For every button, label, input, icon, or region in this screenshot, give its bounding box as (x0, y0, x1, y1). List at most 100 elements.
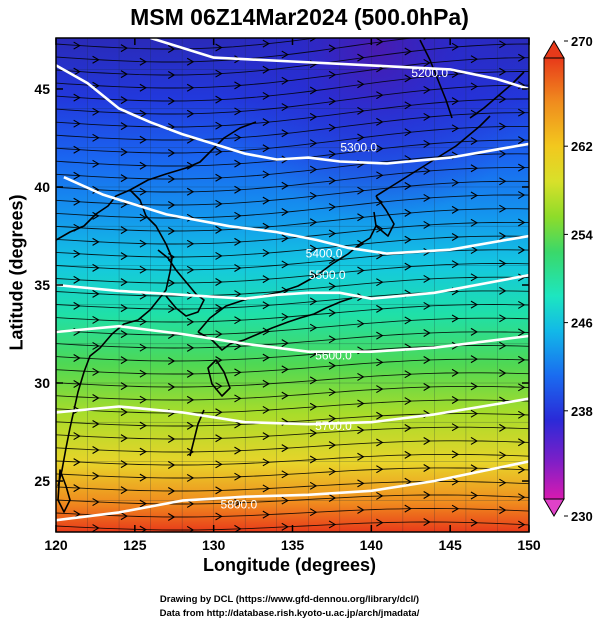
streamline-arrow (73, 223, 81, 232)
streamline-arrow (517, 53, 526, 62)
x-tick-label: 120 (44, 537, 68, 553)
streamline-arrow (470, 518, 479, 527)
streamline-arrow (404, 128, 412, 137)
streamline-arrow (281, 286, 289, 295)
streamline-arrow (309, 376, 318, 385)
streamline-arrow (120, 330, 129, 339)
streamline-arrow (234, 107, 242, 116)
streamline-arrow (167, 149, 176, 157)
streamline-arrow (167, 201, 176, 209)
streamline-arrow (120, 486, 129, 495)
colorbar: 270 262 254 246 238 230 (543, 34, 593, 524)
streamline-arrow (215, 251, 223, 260)
streamline-arrow (92, 498, 100, 507)
streamline-arrow (376, 38, 384, 46)
streamline-arrow (215, 460, 223, 469)
streamline-arrow (376, 278, 384, 287)
streamline-arrow (404, 397, 412, 406)
streamline-arrow (328, 441, 337, 450)
streamline (56, 290, 529, 310)
streamline-arrow (357, 53, 365, 62)
streamline-arrow (451, 504, 460, 513)
streamline-arrow (423, 58, 431, 67)
streamline-arrow (499, 259, 507, 268)
streamline-arrow (167, 383, 176, 391)
streamline-arrow (92, 315, 100, 324)
streamline-arrow (357, 372, 365, 381)
streamline-arrow (451, 205, 460, 214)
streamline-arrow (262, 379, 270, 388)
streamline-arrow (167, 71, 176, 79)
streamline-arrow (215, 277, 223, 286)
streamline-arrow (120, 434, 129, 443)
streamline-arrow (404, 504, 412, 513)
streamline-arrow (215, 512, 223, 521)
streamline-arrow (423, 112, 431, 121)
streamline-arrow (451, 124, 460, 133)
streamline (56, 372, 529, 388)
streamline-arrow (451, 70, 460, 78)
streamline-arrow (376, 198, 384, 207)
streamline-arrow (281, 312, 289, 321)
streamline-arrow (470, 109, 479, 118)
streamline-arrow (499, 506, 507, 515)
streamline-arrow (423, 274, 431, 283)
streamline-arrow (186, 525, 195, 532)
streamline (56, 71, 529, 102)
streamline-arrow (517, 191, 526, 200)
streamline (56, 358, 529, 375)
streamline-arrow (139, 447, 147, 456)
streamline-arrow (451, 260, 460, 269)
streamline-arrow (451, 233, 460, 241)
streamline-arrow (167, 357, 176, 365)
streamline-arrow (139, 213, 147, 222)
streamline-arrow (357, 426, 365, 435)
streamline-arrow (357, 452, 365, 461)
streamline-arrow (139, 239, 147, 248)
streamline-arrow (281, 103, 289, 112)
x-tick-label: 145 (438, 537, 462, 553)
streamline-arrow (120, 356, 129, 365)
streamline-arrow (451, 42, 460, 51)
streamline-arrow (186, 395, 195, 404)
streamline-arrow (73, 432, 81, 441)
streamline-arrow (470, 327, 479, 336)
x-tick-label: 125 (123, 537, 147, 553)
contour-label: 5600.0 (315, 348, 352, 362)
streamline (56, 399, 529, 414)
streamline-arrow (281, 496, 289, 505)
streamline-arrow (517, 218, 526, 227)
streamline-arrow (328, 44, 337, 53)
streamline-arrow (281, 260, 289, 269)
streamline-arrow (234, 133, 242, 142)
streamline-arrow (404, 74, 412, 83)
streamline-arrow (120, 252, 129, 261)
streamline-arrow (262, 65, 270, 74)
streamline-arrow (139, 135, 147, 144)
credit-line-data: Data from http://database.rish.kyoto-u.a… (159, 608, 420, 619)
streamline (56, 112, 529, 141)
streamline-arrow (357, 319, 365, 328)
streamline-arrow (215, 121, 223, 130)
streamline-arrow (120, 408, 129, 417)
streamline-arrow (328, 520, 337, 529)
colorbar-tick-label: 254 (571, 227, 593, 242)
streamline-arrow (92, 341, 100, 350)
streamline-arrow (120, 304, 129, 313)
cold-core-shading (56, 38, 529, 532)
streamline-arrow (167, 279, 176, 287)
streamline-arrow (281, 208, 289, 216)
streamline-arrow (186, 421, 195, 430)
streamline-arrow (309, 271, 318, 279)
streamline-arrow (92, 393, 100, 402)
height-contour (56, 273, 529, 300)
streamline-arrow (234, 446, 242, 455)
contour-label: 5300.0 (340, 141, 377, 155)
streamline-arrow (262, 91, 270, 100)
streamline-arrow (215, 43, 223, 52)
streamline-arrow (499, 369, 507, 378)
streamline-arrow (139, 57, 147, 66)
streamline-arrow (262, 144, 270, 153)
streamline-arrow (423, 491, 431, 499)
streamline-arrow (215, 69, 223, 78)
